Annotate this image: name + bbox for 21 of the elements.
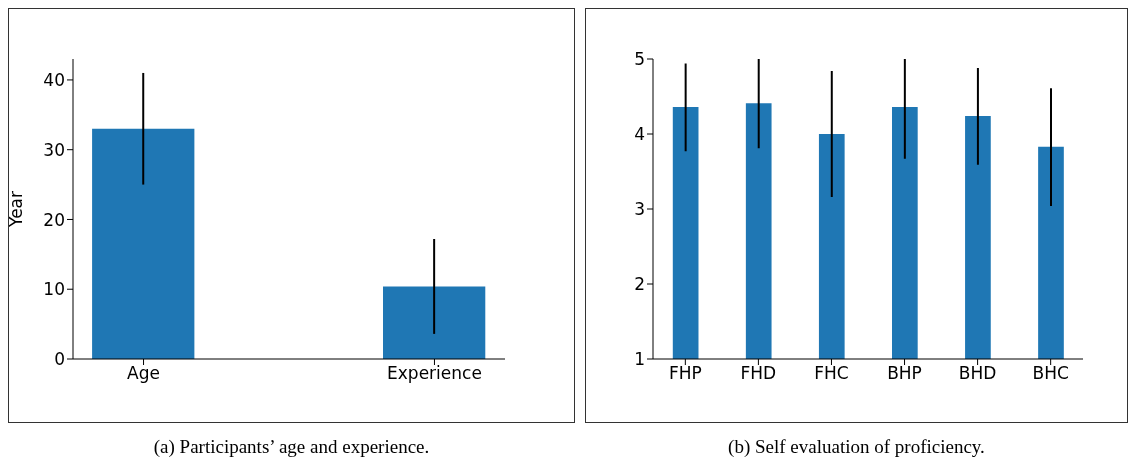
y-tick-label: 3 <box>634 199 645 220</box>
y-axis-title: Year <box>6 191 27 228</box>
y-tick-label: 40 <box>43 69 65 90</box>
y-tick-label: 4 <box>634 124 645 145</box>
x-tick-label: Experience <box>387 363 482 384</box>
x-tick-label: FHC <box>814 363 849 384</box>
x-tick-label: FHD <box>740 363 777 384</box>
y-tick-label: 10 <box>43 279 65 300</box>
x-tick-label: Age <box>127 363 160 384</box>
y-tick-label: 1 <box>634 349 645 370</box>
x-tick-label: BHC <box>1032 363 1069 384</box>
x-tick-label: BHP <box>887 363 922 384</box>
text: (b) Self evaluation of proficiency. <box>727 436 986 458</box>
text: (a) Participants’ age and experience. <box>152 436 431 458</box>
y-tick-label: 2 <box>634 274 645 295</box>
x-tick-label: FHP <box>668 363 702 384</box>
y-tick-label: 5 <box>634 49 645 70</box>
y-tick-label: 20 <box>43 209 65 230</box>
x-tick-label: BHD <box>958 363 997 384</box>
y-tick-label: 30 <box>43 139 65 160</box>
y-tick-label: 0 <box>54 349 65 370</box>
